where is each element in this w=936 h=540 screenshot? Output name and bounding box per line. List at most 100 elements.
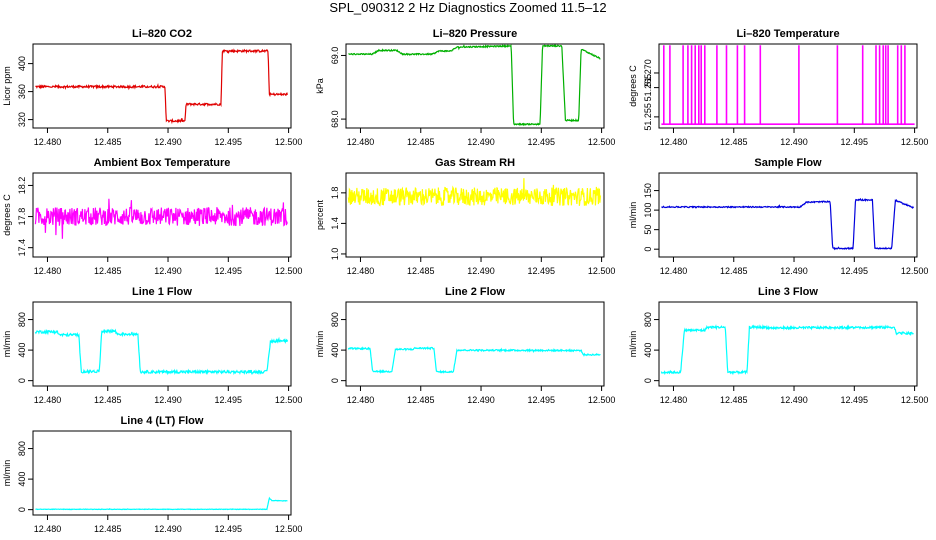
y-axis-label: ml/min bbox=[628, 331, 638, 358]
x-tick-label: 12.495 bbox=[528, 266, 556, 276]
y-tick-label: 51.270 bbox=[643, 59, 653, 87]
y-tick-label: 50 bbox=[643, 225, 653, 235]
y-tick-label: 0 bbox=[17, 378, 27, 383]
data-series-0 bbox=[348, 43, 601, 127]
chart-panel-4: Gas Stream RH percent 12.480 12.485 12.490 12… bbox=[315, 157, 615, 276]
y-axis-label: ml/min bbox=[2, 460, 12, 487]
chart-panel-3: Ambient Box Temperature degrees C 12.480 12… bbox=[2, 157, 302, 276]
x-tick-label: 12.500 bbox=[588, 266, 616, 276]
x-tick-label: 12.490 bbox=[780, 266, 808, 276]
x-tick-label: 12.485 bbox=[407, 137, 435, 147]
x-tick-label: 12.495 bbox=[841, 395, 869, 405]
chart-panel-1: Li–820 Pressure kPa 12.480 12.485 12.490 12.4… bbox=[315, 28, 615, 147]
y-tick-label: 51.265 bbox=[643, 74, 653, 102]
x-tick-label: 12.485 bbox=[94, 266, 122, 276]
chart-title: Li–820 CO2 bbox=[132, 28, 192, 40]
x-tick-label: 12.495 bbox=[528, 137, 556, 147]
x-tick-label: 12.490 bbox=[154, 524, 182, 534]
y-tick-label: 0 bbox=[643, 378, 653, 383]
x-tick-label: 12.495 bbox=[215, 524, 243, 534]
y-tick-label: 400 bbox=[330, 343, 340, 358]
x-tick-label: 12.495 bbox=[528, 395, 556, 405]
x-tick-label: 12.490 bbox=[780, 137, 808, 147]
x-tick-label: 12.485 bbox=[720, 395, 748, 405]
y-axis-label: ml/min bbox=[2, 331, 12, 358]
x-tick-label: 12.485 bbox=[94, 524, 122, 534]
x-tick-label: 12.500 bbox=[275, 137, 303, 147]
chart-title: Gas Stream RH bbox=[435, 157, 515, 169]
plot-frame bbox=[658, 172, 918, 258]
y-axis-label: kPa bbox=[315, 78, 325, 94]
y-tick-label: 320 bbox=[17, 112, 27, 127]
x-tick-label: 12.490 bbox=[467, 137, 495, 147]
figure-title: SPL_090312 2 Hz Diagnostics Zoomed 11.5–… bbox=[329, 0, 606, 15]
data-series-0 bbox=[34, 328, 288, 376]
x-tick-label: 12.500 bbox=[901, 137, 929, 147]
plot-frame bbox=[658, 43, 918, 129]
data-series bbox=[661, 45, 915, 125]
y-tick-label: 400 bbox=[17, 472, 27, 487]
chart-title: Line 3 Flow bbox=[758, 286, 818, 298]
y-tick-label: 51.255 bbox=[643, 103, 653, 131]
y-axis-label: percent bbox=[315, 199, 325, 230]
y-tick-label: 1.8 bbox=[330, 187, 340, 200]
x-tick-label: 12.490 bbox=[467, 266, 495, 276]
chart-panel-6: Line 1 Flow ml/min 12.480 12.485 12.490 12.49… bbox=[2, 286, 302, 405]
x-tick-label: 12.490 bbox=[154, 137, 182, 147]
y-tick-label: 800 bbox=[17, 312, 27, 327]
x-tick-label: 12.500 bbox=[275, 266, 303, 276]
y-tick-label: 100 bbox=[643, 203, 653, 218]
x-tick-label: 12.480 bbox=[34, 266, 62, 276]
x-tick-label: 12.485 bbox=[407, 395, 435, 405]
x-tick-label: 12.490 bbox=[154, 395, 182, 405]
y-tick-label: 360 bbox=[17, 84, 27, 99]
chart-panel-2: Li–820 Temperature degrees C 12.480 12.485 1… bbox=[628, 28, 928, 147]
chart-title: Line 4 (LT) Flow bbox=[121, 415, 204, 427]
panels: Li–820 CO2 Licor ppm 12.480 12.485 12.490 12.… bbox=[2, 28, 928, 534]
y-tick-label: 800 bbox=[643, 312, 653, 327]
chart-title: Line 2 Flow bbox=[445, 286, 505, 298]
chart-title: Line 1 Flow bbox=[132, 286, 192, 298]
data-series-0 bbox=[34, 198, 288, 239]
x-tick-label: 12.495 bbox=[841, 137, 869, 147]
y-tick-label: 0 bbox=[643, 247, 653, 252]
chart-panel-9: Line 4 (LT) Flow ml/min 12.480 12.485 12.490… bbox=[2, 415, 302, 534]
plot-frame bbox=[345, 172, 605, 258]
x-tick-label: 12.485 bbox=[720, 266, 748, 276]
data-series-0 bbox=[661, 197, 914, 251]
x-tick-label: 12.500 bbox=[588, 137, 616, 147]
x-tick-label: 12.490 bbox=[154, 266, 182, 276]
y-tick-label: 800 bbox=[17, 441, 27, 456]
y-tick-label: 0 bbox=[330, 378, 340, 383]
x-tick-label: 12.485 bbox=[720, 137, 748, 147]
y-tick-label: 18.2 bbox=[17, 177, 27, 195]
y-tick-label: 1.4 bbox=[330, 217, 340, 230]
plot-frame bbox=[658, 301, 918, 387]
y-tick-label: 0 bbox=[17, 507, 27, 512]
y-tick-label: 150 bbox=[643, 183, 653, 198]
y-tick-label: 1.0 bbox=[330, 248, 340, 261]
y-axis-label: degrees C bbox=[2, 194, 12, 236]
y-tick-label: 400 bbox=[643, 343, 653, 358]
x-tick-label: 12.495 bbox=[841, 266, 869, 276]
chart-panel-8: Line 3 Flow ml/min 12.480 12.485 12.490 12.49… bbox=[628, 286, 928, 405]
plot-frame bbox=[32, 172, 292, 258]
y-tick-label: 17.8 bbox=[17, 208, 27, 226]
x-tick-label: 12.485 bbox=[94, 395, 122, 405]
x-tick-label: 12.480 bbox=[34, 395, 62, 405]
x-tick-label: 12.485 bbox=[407, 266, 435, 276]
x-tick-label: 12.500 bbox=[901, 395, 929, 405]
x-tick-label: 12.490 bbox=[467, 395, 495, 405]
x-tick-label: 12.480 bbox=[347, 266, 375, 276]
chart-panel-7: Line 2 Flow ml/min 12.480 12.485 12.490 12.49… bbox=[315, 286, 615, 405]
y-axis-label: ml/min bbox=[628, 202, 638, 229]
x-tick-label: 12.480 bbox=[660, 137, 688, 147]
plot-frame bbox=[32, 301, 292, 387]
x-tick-label: 12.480 bbox=[34, 524, 62, 534]
plot-frame bbox=[32, 43, 292, 129]
x-tick-label: 12.485 bbox=[94, 137, 122, 147]
x-tick-label: 12.480 bbox=[347, 395, 375, 405]
chart-title: Ambient Box Temperature bbox=[94, 157, 231, 169]
plot-frame bbox=[345, 301, 605, 387]
